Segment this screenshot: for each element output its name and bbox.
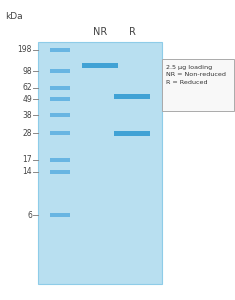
Text: 38: 38 (22, 110, 32, 119)
Text: 17: 17 (22, 155, 32, 164)
Text: 6: 6 (27, 211, 32, 220)
Text: 2.5 μg loading
NR = Non-reduced
R = Reduced: 2.5 μg loading NR = Non-reduced R = Redu… (166, 65, 226, 85)
Bar (50, 97, 70, 101)
Text: 198: 198 (18, 46, 32, 55)
Text: 62: 62 (22, 83, 32, 92)
Bar (50, 69, 70, 73)
Bar (50, 113, 70, 117)
Bar (114, 94, 150, 98)
Bar (50, 170, 70, 174)
Bar (50, 213, 70, 217)
Text: NR: NR (93, 27, 107, 37)
Bar (38, 42, 162, 284)
Bar (50, 86, 70, 90)
Bar (50, 158, 70, 162)
Text: 98: 98 (22, 67, 32, 76)
Bar (50, 48, 70, 52)
Bar (114, 130, 150, 136)
Text: 49: 49 (22, 94, 32, 103)
Text: kDa: kDa (5, 12, 23, 21)
FancyBboxPatch shape (162, 59, 234, 111)
Text: 14: 14 (22, 167, 32, 176)
Text: 28: 28 (23, 128, 32, 137)
Bar (82, 62, 118, 68)
Bar (50, 131, 70, 135)
Text: R: R (129, 27, 135, 37)
